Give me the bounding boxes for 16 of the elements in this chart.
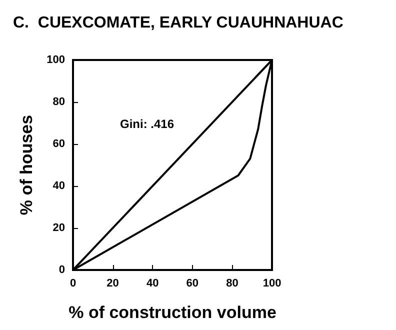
x-tick-label: 20 (106, 278, 119, 290)
x-tick-label: 0 (70, 278, 76, 290)
y-axis-title: % of houses (17, 114, 36, 216)
y-tick-label: 80 (52, 96, 65, 108)
y-tick-label: 40 (52, 180, 65, 192)
x-axis-title: % of construction volume (68, 303, 276, 322)
y-tick-label: 100 (46, 54, 65, 66)
chart-title: C. CUEXCOMATE, EARLY CUAUHNAHUAC (13, 14, 344, 32)
y-tick-label: 60 (52, 138, 65, 150)
y-tick-label: 20 (52, 222, 65, 234)
x-tick-label: 100 (262, 278, 282, 290)
annotation: Gini: .416 (120, 117, 174, 131)
x-tick-label: 60 (186, 278, 199, 290)
y-tick-label: 0 (58, 264, 65, 276)
x-tick-label: 80 (226, 278, 238, 290)
x-tick-label: 40 (146, 278, 159, 290)
